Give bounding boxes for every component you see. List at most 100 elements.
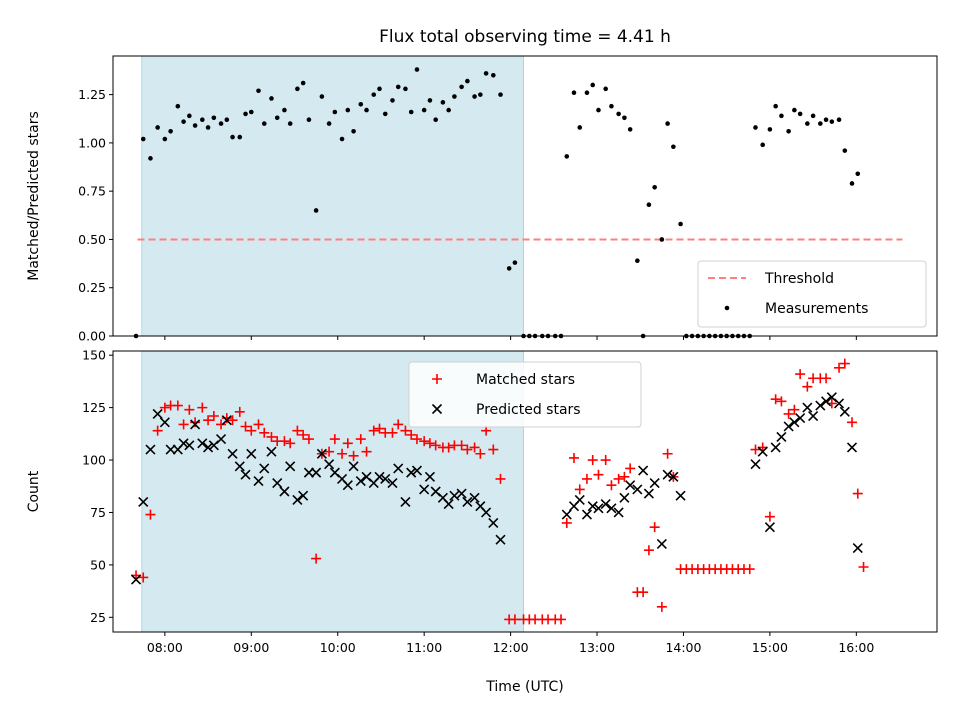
y-tick-label: 0.00 — [78, 329, 106, 344]
data-point — [216, 419, 227, 430]
data-point — [509, 614, 520, 625]
data-point — [587, 501, 598, 512]
x-tick-label: 10:00 — [320, 640, 356, 655]
top-panel: 0.00 0.25 0.50 0.75 1.00 1.25 Flux total obser… — [26, 27, 938, 344]
data-point — [306, 117, 312, 123]
data-point — [855, 171, 861, 177]
x-tick-label: 11:00 — [406, 640, 442, 655]
data-point — [561, 509, 572, 520]
data-point — [750, 444, 761, 455]
data-point — [203, 415, 214, 426]
data-point — [506, 266, 512, 271]
data-point — [469, 442, 480, 453]
data-point — [675, 490, 686, 501]
data-point — [374, 423, 385, 434]
data-point — [261, 121, 267, 126]
data-point — [574, 494, 585, 505]
data-point — [556, 614, 567, 625]
data-point — [512, 260, 518, 265]
data-point — [172, 400, 183, 411]
data-point — [187, 113, 192, 119]
data-point — [272, 478, 283, 489]
data-point — [246, 448, 257, 459]
data-point — [443, 442, 454, 453]
data-point — [481, 507, 492, 518]
data-point — [285, 438, 296, 449]
data-point — [259, 463, 270, 474]
series-matched-stars — [131, 358, 869, 625]
data-point — [234, 461, 245, 472]
data-point — [462, 496, 473, 508]
data-point — [279, 486, 290, 497]
legend-box — [408, 361, 642, 428]
data-point — [488, 517, 499, 529]
data-point — [345, 107, 351, 113]
data-point — [371, 92, 377, 97]
x-tick-label: 13:00 — [579, 640, 615, 655]
data-point — [852, 543, 863, 554]
data-point — [243, 111, 248, 117]
data-point — [162, 136, 168, 142]
data-point — [221, 415, 232, 426]
data-point — [452, 94, 457, 99]
data-point — [665, 121, 670, 126]
data-point — [355, 434, 366, 445]
data-point — [355, 475, 366, 487]
data-point — [237, 134, 243, 140]
data-point — [406, 429, 417, 440]
data-point — [773, 103, 778, 109]
data-point — [847, 417, 858, 428]
data-point — [764, 511, 775, 522]
data-point — [419, 436, 430, 447]
data-point — [478, 92, 483, 97]
data-point — [561, 517, 572, 528]
x-tick-label: 15:00 — [752, 640, 788, 655]
data-point — [440, 100, 446, 105]
data-point — [227, 415, 238, 426]
y-tick-label: 0.25 — [78, 280, 106, 295]
data-point — [300, 80, 306, 86]
data-point — [303, 467, 314, 478]
data-point — [387, 478, 398, 489]
data-point — [266, 446, 277, 457]
data-point — [568, 452, 579, 463]
data-point — [472, 94, 477, 99]
data-point — [678, 221, 683, 227]
data-point — [190, 417, 201, 428]
data-point — [303, 434, 314, 445]
data-point — [145, 509, 156, 520]
data-point — [858, 561, 869, 572]
bottom-panel: 25 50 75 100 125 150 08:00 09:00 10:00 11:00 12:00… — [26, 348, 938, 695]
data-point — [846, 442, 858, 453]
data-point — [744, 564, 755, 575]
legend: Threshold Measurements — [697, 260, 927, 328]
data-point — [495, 534, 506, 545]
data-point — [411, 434, 422, 445]
data-point — [211, 115, 217, 121]
data-point — [351, 129, 356, 134]
data-point — [606, 480, 617, 491]
chart-title: Flux total observing time = 4.41 h — [379, 27, 671, 47]
data-point — [852, 488, 863, 499]
data-point — [421, 107, 427, 113]
data-point — [668, 471, 679, 482]
data-point — [802, 402, 813, 413]
data-point — [619, 492, 630, 503]
data-point — [269, 96, 274, 101]
data-point — [414, 67, 420, 72]
data-point — [218, 121, 224, 126]
y-tick-label: 125 — [82, 400, 106, 415]
data-point — [643, 545, 654, 556]
data-point — [488, 444, 499, 455]
data-point — [443, 499, 454, 510]
data-point — [764, 522, 775, 533]
data-point — [625, 463, 636, 474]
data-point — [266, 431, 277, 442]
y-tick-label: 1.25 — [78, 87, 106, 102]
data-point — [613, 473, 624, 484]
data-point — [593, 503, 604, 514]
data-point — [253, 419, 264, 430]
legend-matched-swatch — [432, 374, 442, 384]
data-point — [253, 475, 264, 487]
data-point — [750, 459, 761, 470]
